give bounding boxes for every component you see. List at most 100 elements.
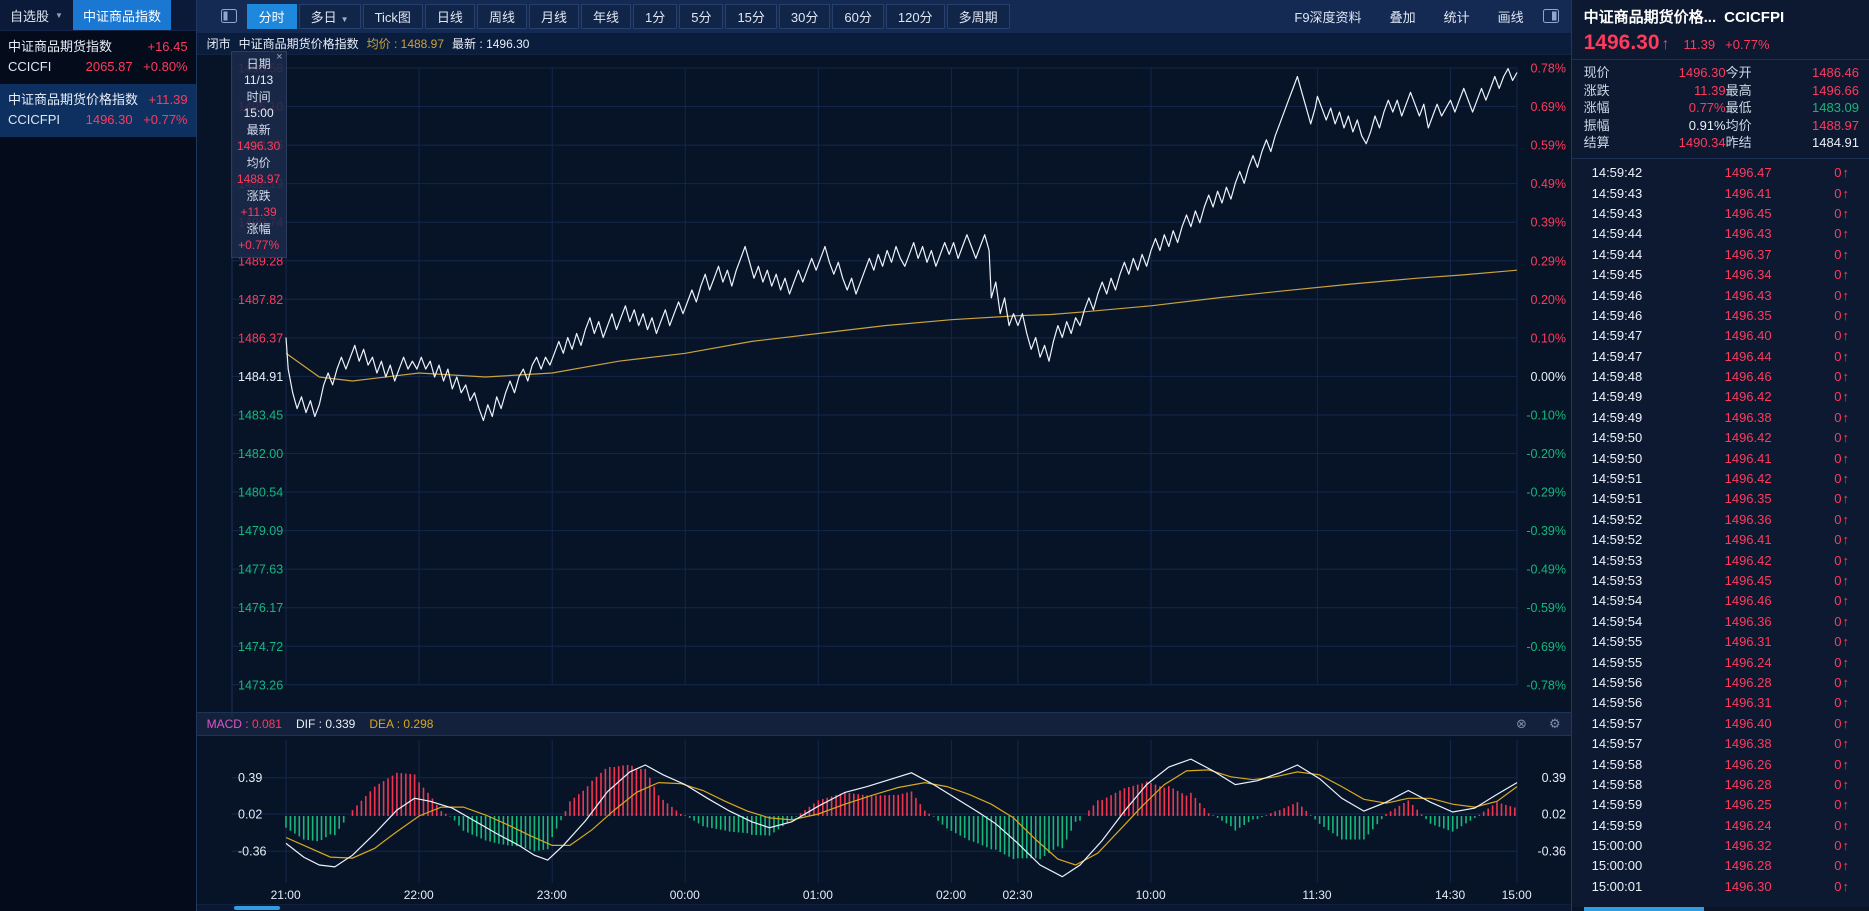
dif-line <box>285 758 1517 878</box>
up-arrow-icon: ↑ <box>1842 307 1850 323</box>
time-axis-label: 21:00 <box>270 888 301 903</box>
period-button-13[interactable]: 多周期 <box>946 3 1010 29</box>
tick-row[interactable]: 14:59:59 1496.24 0↑ <box>1591 817 1849 833</box>
tick-row[interactable]: 14:59:51 1496.42 0↑ <box>1591 471 1849 487</box>
period-button-9[interactable]: 15分 <box>725 3 777 29</box>
tick-row[interactable]: 14:59:55 1496.31 0↑ <box>1591 634 1849 650</box>
tick-row[interactable]: 14:59:57 1496.38 0↑ <box>1591 736 1849 752</box>
period-button-3[interactable]: 日线 <box>424 3 475 29</box>
period-button-12[interactable]: 120分 <box>885 3 945 29</box>
up-arrow-icon: ↑ <box>1661 36 1670 53</box>
tick-row[interactable]: 14:59:58 1496.26 0↑ <box>1591 756 1849 772</box>
tick-row[interactable]: 14:59:50 1496.42 0↑ <box>1591 430 1849 446</box>
watchlist-item-1[interactable]: 中证商品期货价格指数 +11.39 CCICFPI 1496.30 +0.77% <box>0 84 196 137</box>
watchlist-tab-0[interactable]: 自选股 ▼ <box>10 8 63 24</box>
up-arrow-icon: ↑ <box>1842 695 1850 711</box>
tick-row[interactable]: 14:59:49 1496.42 0↑ <box>1591 389 1849 405</box>
period-button-6[interactable]: 年线 <box>580 3 631 29</box>
quote-field-label: 涨幅 <box>1583 100 1610 115</box>
tick-row[interactable]: 14:59:45 1496.34 0↑ <box>1591 267 1849 283</box>
ticks-scrollbar[interactable] <box>1571 907 1869 911</box>
up-arrow-icon: ↑ <box>1842 776 1850 792</box>
period-button-2[interactable]: Tick图 <box>362 3 423 29</box>
tick-row[interactable]: 14:59:49 1496.38 0↑ <box>1591 409 1849 425</box>
pct-axis-label: -0.49% <box>1526 562 1566 576</box>
tick-row[interactable]: 14:59:53 1496.45 0↑ <box>1591 573 1849 588</box>
tick-row[interactable]: 14:59:52 1496.41 0↑ <box>1591 532 1850 548</box>
quote-field-label: 均价 <box>1725 117 1752 133</box>
up-arrow-icon: ↑ <box>1842 226 1850 242</box>
tick-row[interactable]: 15:00:00 1496.28 0↑ <box>1591 858 1850 874</box>
macd-histogram <box>284 765 1516 860</box>
close-indicator-icon[interactable]: ⊗ <box>1516 716 1527 732</box>
tick-row[interactable]: 14:59:59 1496.25 0↑ <box>1591 797 1849 813</box>
quote-price: 1496.30 <box>1583 31 1660 54</box>
tick-row[interactable]: 14:59:50 1496.41 0↑ <box>1591 450 1850 466</box>
toolbar-action-0[interactable]: F9深度资料 <box>1281 7 1374 26</box>
tick-row[interactable]: 14:59:43 1496.45 0↑ <box>1591 205 1850 221</box>
up-arrow-icon: ↑ <box>1842 858 1850 874</box>
watchlist-tab-1[interactable]: 中证商品指数 <box>72 0 171 30</box>
period-button-8[interactable]: 5分 <box>679 3 724 29</box>
tick-row[interactable]: 14:59:47 1496.44 0↑ <box>1591 348 1849 364</box>
period-button-0[interactable]: 分时 <box>246 3 297 29</box>
tick-list[interactable]: 14:59:42 1496.47 0↑ 14:59:43 1496.41 0↑ … <box>1572 159 1869 911</box>
tick-row[interactable]: 14:59:57 1496.40 0↑ <box>1591 715 1850 731</box>
up-arrow-icon: ↑ <box>1842 654 1850 670</box>
tick-row[interactable]: 14:59:56 1496.31 0↑ <box>1591 695 1850 711</box>
avg-label: 均价 : <box>366 37 398 52</box>
macd-axis-label: 0.02 <box>238 808 262 822</box>
quote-field-label: 涨跌 <box>1583 82 1610 98</box>
time-axis-label: 11:30 <box>1302 888 1332 903</box>
up-arrow-icon: ↑ <box>1842 552 1850 568</box>
indicator-settings-gear-icon[interactable]: ⚙ <box>1548 716 1561 732</box>
toolbar-action-1[interactable]: 叠加 <box>1377 7 1429 26</box>
tick-row[interactable]: 14:59:43 1496.41 0↑ <box>1591 185 1849 201</box>
quote-field-label: 振幅 <box>1583 117 1610 133</box>
tick-row[interactable]: 14:59:58 1496.28 0↑ <box>1591 776 1850 792</box>
tick-row[interactable]: 14:59:53 1496.42 0↑ <box>1591 552 1850 568</box>
panel-toggle-icon[interactable] <box>1541 7 1561 25</box>
layout-icon[interactable] <box>219 7 239 25</box>
price-axis-label: 1479.09 <box>238 524 283 538</box>
tick-row[interactable]: 14:59:54 1496.46 0↑ <box>1591 593 1849 609</box>
up-arrow-icon: ↑ <box>1842 532 1850 548</box>
tick-row[interactable]: 14:59:44 1496.43 0↑ <box>1591 226 1850 242</box>
up-arrow-icon: ↑ <box>1842 205 1850 221</box>
ticks-scrollbar-thumb[interactable] <box>1583 907 1704 911</box>
tick-row[interactable]: 14:59:46 1496.35 0↑ <box>1591 307 1850 323</box>
watchlist-item-0[interactable]: 中证商品期货指数 +16.45 CCICFI 2065.87 +0.80% <box>8 39 188 74</box>
up-arrow-icon: ↑ <box>1842 715 1850 731</box>
tick-row[interactable]: 14:59:51 1496.35 0↑ <box>1591 491 1849 507</box>
macd-pane[interactable]: 0.39 0.39 0.02 0.02 -0.36 -0.36 <box>197 736 1571 887</box>
toolbar-action-3[interactable]: 画线 <box>1485 7 1537 26</box>
period-button-10[interactable]: 30分 <box>778 3 831 29</box>
tick-row[interactable]: 14:59:42 1496.47 0↑ <box>1591 165 1849 181</box>
tick-row[interactable]: 14:59:48 1496.46 0↑ <box>1591 369 1849 385</box>
tick-row[interactable]: 14:59:56 1496.28 0↑ <box>1591 674 1849 690</box>
tick-row[interactable]: 15:00:01 1496.30 0↑ <box>1591 878 1849 894</box>
tick-row[interactable]: 14:59:54 1496.36 0↑ <box>1591 613 1849 629</box>
tick-row[interactable]: 15:00:00 1496.32 0↑ <box>1591 838 1849 854</box>
period-button-11[interactable]: 60分 <box>832 3 884 29</box>
quote-field-label: 今开 <box>1725 65 1752 80</box>
period-button-4[interactable]: 周线 <box>476 3 527 29</box>
tick-row[interactable]: 14:59:55 1496.24 0↑ <box>1591 654 1850 670</box>
close-icon[interactable]: × <box>276 50 283 63</box>
dea-label: DEA : <box>369 717 401 732</box>
tick-row[interactable]: 14:59:52 1496.36 0↑ <box>1591 511 1849 527</box>
time-axis-label: 00:00 <box>669 888 700 903</box>
toolbar-action-2[interactable]: 统计 <box>1431 7 1483 26</box>
tick-row[interactable]: 14:59:46 1496.43 0↑ <box>1591 287 1849 303</box>
up-arrow-icon: ↑ <box>1842 450 1850 466</box>
chart-scrollbar-thumb[interactable] <box>233 906 280 911</box>
chart-scrollbar[interactable] <box>196 904 1571 911</box>
time-axis-label: 15:00 <box>1501 888 1532 903</box>
tick-row[interactable]: 14:59:47 1496.40 0↑ <box>1591 328 1849 344</box>
quote-code: CCICFPI <box>1724 9 1785 26</box>
period-button-5[interactable]: 月线 <box>528 3 579 29</box>
period-button-1[interactable]: 多日 ▼ <box>298 3 361 29</box>
main-chart[interactable]: 1496.561495.101493.651492.191490.741489.… <box>197 50 1571 717</box>
period-button-7[interactable]: 1分 <box>632 3 678 29</box>
tick-row[interactable]: 14:59:44 1496.37 0↑ <box>1591 246 1849 262</box>
